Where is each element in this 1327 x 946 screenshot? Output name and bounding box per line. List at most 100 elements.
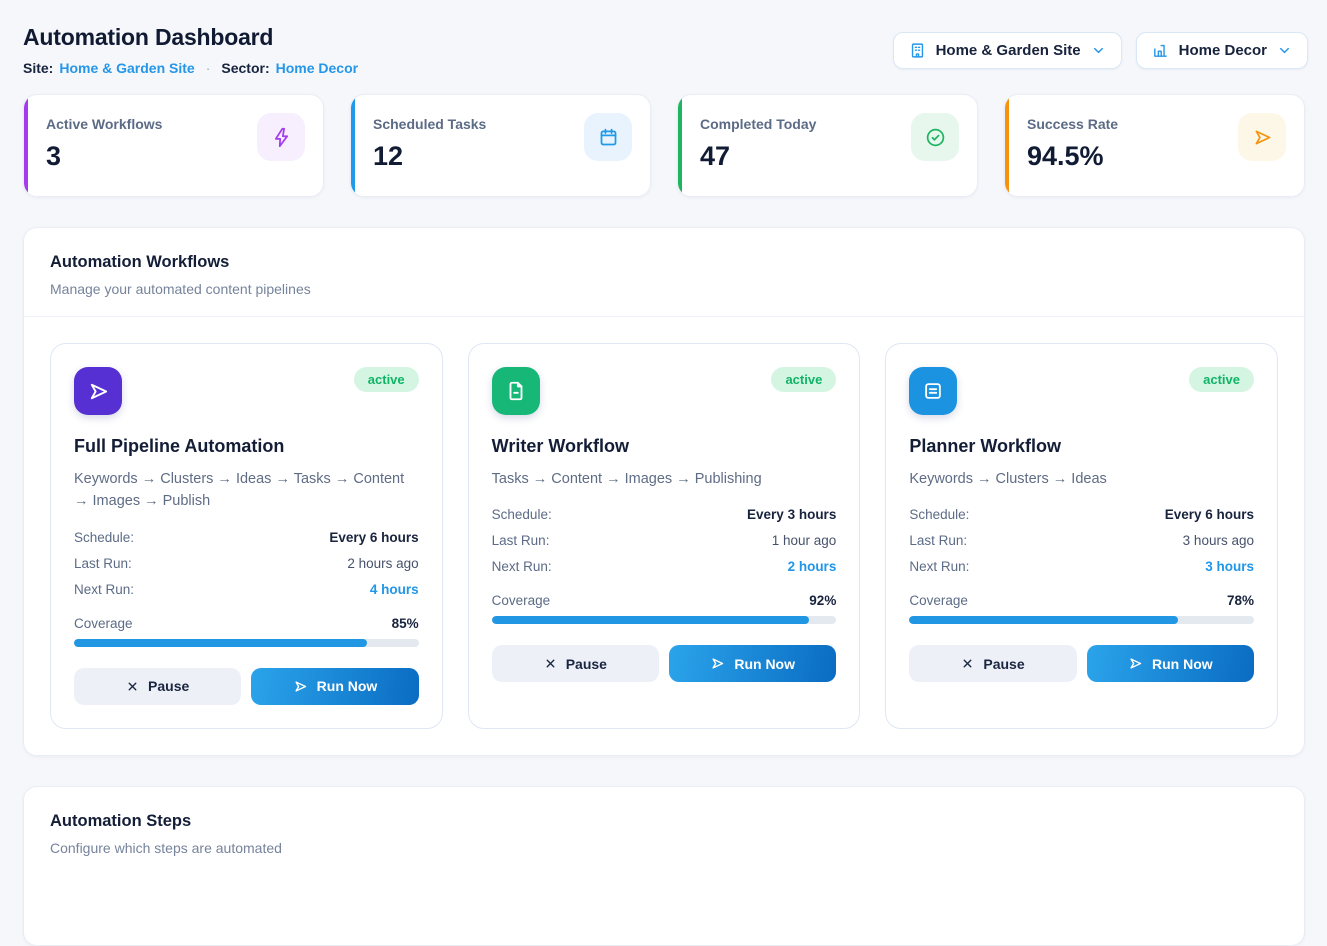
run-now-button[interactable]: Run Now [1086,645,1254,683]
site-selector-label: Home & Garden Site [935,42,1081,59]
list-doc-icon [909,367,958,415]
page-header: Automation Dashboard Site: Home & Garden… [23,24,1308,76]
schedule-label: Schedule: [74,529,135,545]
workflow-pipeline: Keywords → Clusters → Ideas [909,471,1107,487]
coverage-progress-fill [909,616,1179,625]
workflow-meta: Schedule: Every 6 hours Last Run: 2 hour… [74,530,419,597]
automation-steps-section: Automation Steps Configure which steps a… [23,785,1305,946]
x-icon [544,657,557,670]
site-link[interactable]: Home & Garden Site [59,60,195,76]
stat-card-success-rate: Success Rate 94.5% [1004,94,1305,197]
schedule-value: Every 6 hours [329,529,419,545]
last-run-label: Last Run: [491,533,550,549]
coverage-progress-fill [74,638,367,647]
last-run-label: Last Run: [74,555,132,571]
workflow-name: Planner Workflow [909,436,1062,456]
breadcrumb: Site: Home & Garden Site · Sector: Home … [23,60,1305,76]
last-run-value: 1 hour ago [771,533,837,549]
building-icon [909,42,926,59]
last-run-label: Last Run: [909,533,968,549]
workflow-meta: Schedule: Every 6 hours Last Run: 3 hour… [909,507,1254,574]
stat-label: Completed Today [700,116,817,132]
run-now-label: Run Now [316,678,378,695]
workflows-section-title: Automation Workflows [50,253,230,271]
coverage-row: Coverage 92% [492,593,837,608]
status-badge: active [771,367,837,392]
coverage-progress-track [909,616,1254,625]
workflow-actions: Pause Run Now [74,667,419,705]
sector-link[interactable]: Home Decor [275,60,359,76]
coverage-label: Coverage [909,593,968,609]
schedule-label: Schedule: [909,507,970,523]
schedule-row: Schedule: Every 6 hours [74,530,419,545]
schedule-row: Schedule: Every 6 hours [909,507,1254,522]
stat-card-scheduled-tasks: Scheduled Tasks 12 [350,94,651,197]
pause-label: Pause [148,678,190,695]
stat-card-active-workflows: Active Workflows 3 [23,94,324,197]
workflow-cards-grid: active Full Pipeline Automation Keywords… [24,317,1304,755]
coverage-value: 78% [1226,593,1254,609]
accent-bar [678,95,682,196]
workflow-card-top: active [74,367,419,415]
workflow-card-top: active [909,367,1254,415]
pause-button[interactable]: Pause [909,645,1077,683]
schedule-value: Every 3 hours [747,507,837,523]
last-run-row: Last Run: 1 hour ago [492,533,837,548]
x-icon [961,657,974,670]
coverage-block: Coverage 92% [491,593,837,625]
coverage-label: Coverage [74,615,133,631]
schedule-label: Schedule: [491,507,552,523]
coverage-label: Coverage [491,593,551,609]
stat-label: Success Rate [1027,116,1119,132]
send-icon [1238,113,1286,161]
status-badge: active [1189,367,1254,392]
schedule-row: Schedule: Every 3 hours [492,507,837,522]
send-icon [1128,656,1143,671]
pause-button[interactable]: Pause [74,667,242,705]
coverage-progress-track [491,616,837,625]
accent-bar [351,95,355,196]
workflow-pipeline: Keywords → Clusters → Ideas → Tasks → Co… [74,471,405,510]
last-run-value: 3 hours ago [1182,533,1254,549]
sector-selector-dropdown[interactable]: Home Decor [1135,32,1308,69]
coverage-row: Coverage 85% [74,616,419,631]
last-run-value: 2 hours ago [347,555,419,571]
next-run-row: Next Run: 4 hours [74,582,419,597]
sector-selector-label: Home Decor [1178,42,1267,59]
workflow-pipeline: Tasks → Content → Images → Publishing [491,471,762,487]
chevron-down-icon [1277,43,1292,58]
coverage-progress-track [74,638,419,647]
coverage-block: Coverage 85% [74,616,419,647]
pause-label: Pause [565,655,607,672]
stat-label: Scheduled Tasks [373,116,487,132]
steps-section-title: Automation Steps [50,811,192,830]
workflow-card-planner: active Planner Workflow Keywords → Clust… [885,343,1278,729]
separator-dot: · [205,60,211,76]
stat-cards-row: Active Workflows 3 Scheduled Tasks 12 Co… [23,94,1305,197]
site-label: Site: [23,60,54,76]
pause-button[interactable]: Pause [491,645,659,683]
send-icon [293,679,308,694]
coverage-block: Coverage 78% [909,593,1254,625]
send-icon [710,656,725,671]
x-icon [126,680,139,693]
automation-workflows-section: Automation Workflows Manage your automat… [23,227,1305,756]
pause-label: Pause [983,655,1025,672]
file-text-icon [491,367,540,415]
last-run-row: Last Run: 2 hours ago [74,556,419,571]
next-run-label: Next Run: [909,559,970,575]
run-now-button[interactable]: Run Now [251,667,419,705]
workflow-name: Writer Workflow [491,436,630,456]
run-now-button[interactable]: Run Now [669,645,837,683]
coverage-progress-fill [491,616,809,625]
workflow-name: Full Pipeline Automation [74,436,285,456]
workflow-actions: Pause Run Now [909,645,1254,683]
stat-value: 47 [700,141,731,171]
coverage-value: 92% [809,593,837,609]
stat-label: Active Workflows [46,116,163,132]
next-run-row: Next Run: 3 hours [909,559,1254,574]
next-run-value: 2 hours [787,559,837,575]
next-run-label: Next Run: [491,559,552,575]
next-run-row: Next Run: 2 hours [492,559,837,574]
site-selector-dropdown[interactable]: Home & Garden Site [892,32,1122,69]
